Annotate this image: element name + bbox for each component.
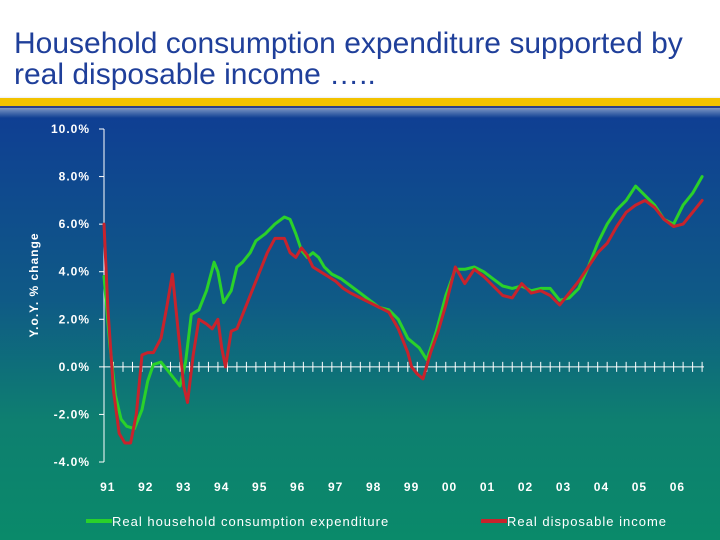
x-tick-label: 05 — [632, 480, 647, 494]
y-tick-label: 10.0% — [51, 122, 90, 136]
y-axis-ticks: 10.0% 8.0% 6.0% 4.0% 2.0% 0.0% -2.0% -4.0% — [51, 122, 104, 469]
y-tick-label: 4.0% — [59, 265, 90, 279]
legend: Real household consumption expenditure Re… — [86, 514, 667, 529]
series-line-consumption — [102, 175, 704, 431]
x-tick-label: 92 — [138, 480, 153, 494]
series-line-disposable-income — [102, 198, 704, 445]
y-tick-label: 2.0% — [59, 312, 90, 326]
x-tick-label: 96 — [290, 480, 305, 494]
title-accent-bar — [0, 98, 720, 106]
page-title: Household consumption expenditure suppor… — [14, 27, 683, 91]
series-lines — [102, 175, 704, 445]
x-tick-label: 00 — [442, 480, 457, 494]
x-tick-label: 97 — [328, 480, 343, 494]
y-axis-title: Y.o.Y. % change — [27, 232, 41, 337]
y-tick-label: -2.0% — [54, 407, 90, 421]
x-tick-label: 04 — [594, 480, 609, 494]
x-tick-label: 99 — [404, 480, 419, 494]
y-tick-label: 6.0% — [59, 217, 90, 231]
y-tick-label: 0.0% — [59, 360, 90, 374]
title-underline — [0, 106, 720, 108]
x-tick-label: 01 — [480, 480, 495, 494]
x-tick-label: 02 — [518, 480, 533, 494]
x-tick-label: 06 — [670, 480, 685, 494]
chart-frame — [103, 129, 704, 462]
y-tick-label: -4.0% — [54, 455, 90, 469]
x-tick-label: 95 — [252, 480, 267, 494]
x-tick-label: 03 — [556, 480, 571, 494]
legend-label: Real household consumption expenditure — [112, 514, 389, 529]
x-tick-label: 94 — [214, 480, 229, 494]
y-tick-label: 8.0% — [59, 170, 90, 184]
legend-label: Real disposable income — [507, 514, 667, 529]
x-tick-label: 98 — [366, 480, 381, 494]
x-tick-label: 93 — [176, 480, 191, 494]
x-tick-label: 91 — [100, 480, 115, 494]
